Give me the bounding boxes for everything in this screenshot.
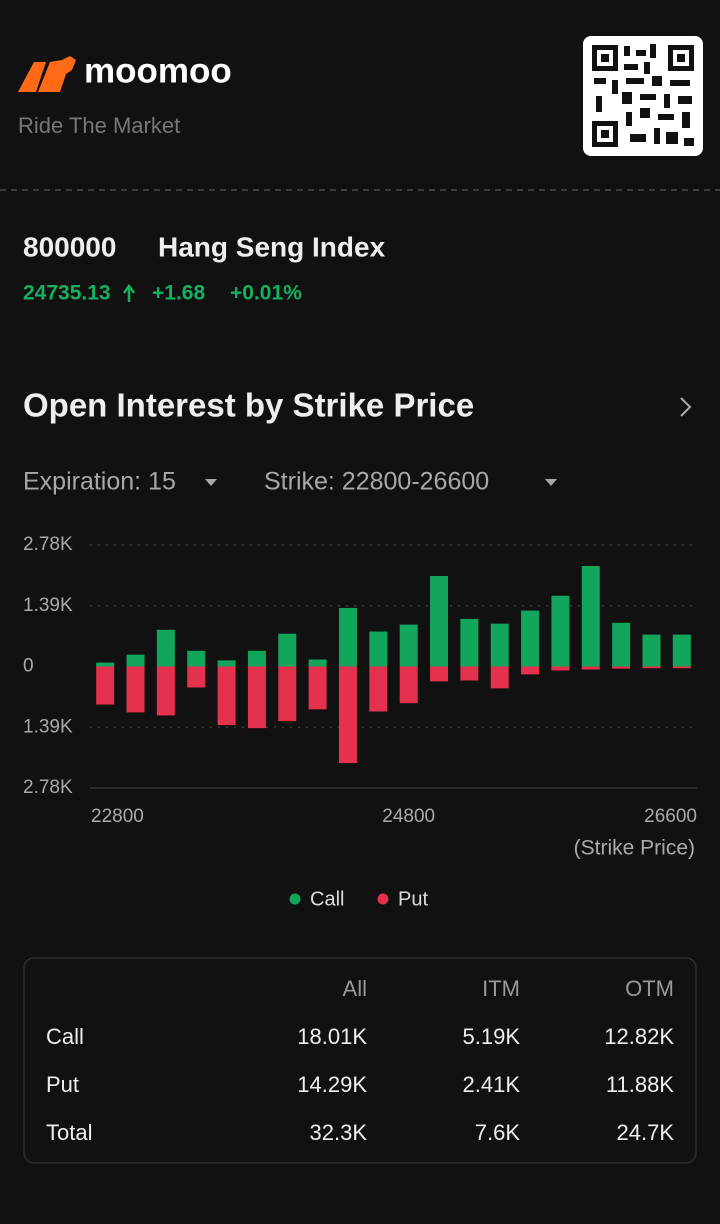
column-header: OTM [625, 976, 674, 1001]
bar [308, 659, 327, 667]
bar [612, 666, 631, 669]
quote-code: 800000 [23, 231, 116, 262]
bar [308, 666, 327, 710]
expiration-filter[interactable]: Expiration: 15 [23, 468, 176, 496]
bar [490, 666, 509, 689]
bar [490, 623, 509, 667]
bar [581, 565, 600, 667]
bar [156, 666, 175, 716]
bar [369, 666, 388, 712]
dropdown-caret [205, 479, 217, 486]
legend-swatch [377, 893, 389, 905]
chevron[interactable] [680, 397, 692, 417]
logo-icon [18, 56, 76, 92]
quote-change: +1.68 [152, 282, 205, 305]
summary-table: All ITM OTM Call 18.01K 5.19K 12.82K Put 14.29K 2… [23, 957, 697, 1164]
legend-swatch [289, 893, 301, 905]
bar [460, 666, 479, 681]
chart: 2.78K 1.39K 0 1.39K 2.78K 22800 24800 26600 (Str… [23, 534, 697, 910]
row-label: Total [46, 1120, 92, 1145]
tagline: Ride The Market [18, 113, 180, 138]
bar [672, 634, 691, 667]
bar [217, 660, 236, 667]
bar [430, 666, 449, 682]
bar [217, 666, 236, 726]
cell: 2.41K [463, 1072, 521, 1097]
bar [278, 666, 297, 722]
qr-code [583, 36, 703, 156]
cell: 11.88K [606, 1072, 674, 1097]
quote-change-pct: +0.01% [230, 282, 302, 305]
bar [642, 634, 661, 667]
bar [581, 666, 600, 670]
bar [612, 622, 631, 667]
cell: 18.01K [297, 1024, 367, 1049]
cell: 5.19K [463, 1024, 521, 1049]
bar [96, 662, 115, 667]
quote-name: Hang Seng Index [158, 231, 386, 262]
row-label: Put [46, 1072, 79, 1097]
column-header: All [343, 976, 367, 1001]
bar [399, 666, 418, 704]
dropdown-caret [545, 479, 557, 486]
bar [399, 624, 418, 667]
strike-filter[interactable]: Strike: 22800-26600 [264, 468, 489, 496]
y-tick-label: 1.39K [23, 595, 73, 616]
bar [338, 607, 357, 667]
row-label: Call [46, 1024, 84, 1049]
bar [430, 576, 449, 667]
cell: 12.82K [604, 1024, 674, 1049]
y-tick-label: 2.78K [23, 534, 73, 555]
bar [187, 650, 206, 667]
y-tick-label: 0 [23, 656, 34, 677]
bar [551, 666, 570, 671]
bar [551, 595, 570, 667]
bar [156, 629, 175, 667]
bar [126, 654, 145, 667]
brand: moomoo [84, 51, 232, 90]
bar [126, 666, 145, 713]
column-header: ITM [482, 976, 520, 1001]
cell: 7.6K [475, 1120, 521, 1145]
y-tick-label: 1.39K [23, 716, 73, 737]
x-axis-title: (Strike Price) [574, 837, 695, 860]
bar [278, 633, 297, 667]
bar [187, 666, 206, 688]
legend-label: Call [310, 888, 344, 910]
bar [642, 666, 661, 669]
quote-price: 24735.13 [23, 282, 111, 305]
x-tick-label: 24800 [382, 806, 435, 827]
bar [247, 666, 266, 729]
up-arrow [122, 283, 136, 302]
bar [96, 666, 115, 705]
cell: 14.29K [297, 1072, 367, 1097]
bar [521, 610, 540, 667]
cell: 24.7K [617, 1120, 675, 1145]
bar [338, 666, 357, 764]
cell: 32.3K [310, 1120, 368, 1145]
y-tick-label: 2.78K [23, 777, 73, 798]
legend-label: Put [398, 888, 428, 910]
bar [672, 666, 691, 669]
bar [369, 631, 388, 667]
x-tick-label: 22800 [91, 806, 144, 827]
bar [521, 666, 540, 675]
x-tick-label: 26600 [644, 806, 697, 827]
bar [247, 650, 266, 667]
section-title: Open Interest by Strike Price [23, 387, 474, 424]
bar [460, 618, 479, 667]
